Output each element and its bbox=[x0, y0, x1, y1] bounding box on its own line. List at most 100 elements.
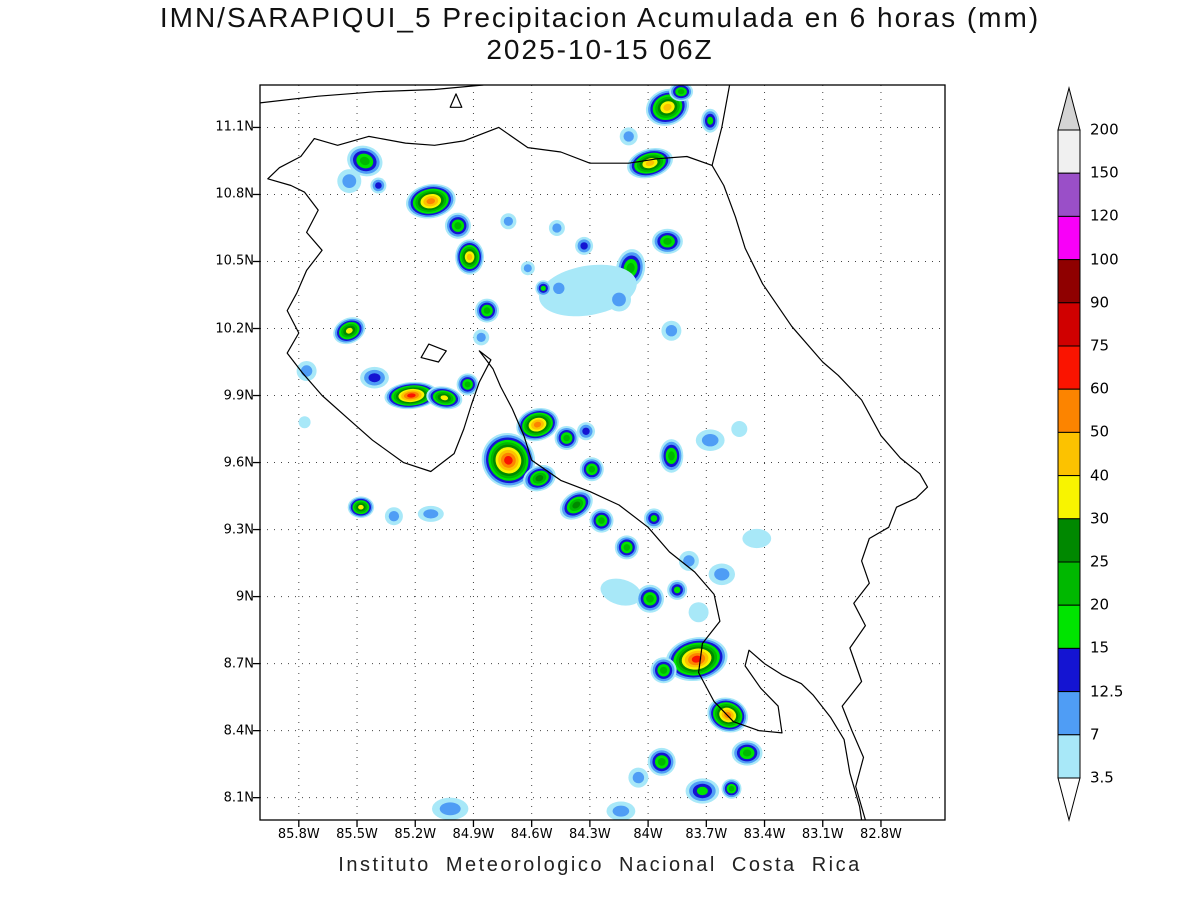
lon-tick-label: 85.2W bbox=[394, 827, 437, 842]
colorbar-segment bbox=[1057, 561, 1081, 606]
lat-tick-label: 10.2N bbox=[215, 321, 254, 336]
colorbar-segment bbox=[1057, 475, 1081, 520]
pacific-coast bbox=[267, 138, 863, 820]
precip-cell bbox=[333, 317, 366, 345]
precip-cell bbox=[473, 329, 490, 346]
lat-tick-label: 9.3N bbox=[223, 522, 254, 538]
colorbar-segment bbox=[1057, 691, 1081, 736]
precip-cell bbox=[298, 416, 311, 429]
lon-tick-label: 82.8W bbox=[860, 827, 902, 842]
colorbar-tick-label: 3.5 bbox=[1090, 768, 1114, 787]
chart-title: IMN/SARAPIQUI_5 Precipitacion Acumulada … bbox=[159, 2, 1041, 33]
precip-cell bbox=[426, 386, 463, 410]
colorbar bbox=[1057, 86, 1081, 822]
colorbar-above-arrow bbox=[1057, 86, 1081, 131]
precip-cell bbox=[643, 508, 664, 529]
precip-cell bbox=[665, 637, 728, 682]
colorbar-tick-label: 200 bbox=[1090, 120, 1119, 139]
colorbar-segment bbox=[1057, 604, 1081, 649]
precip-cell bbox=[456, 373, 479, 396]
precip-cell bbox=[444, 212, 471, 239]
colorbar-tick-label: 75 bbox=[1090, 336, 1110, 355]
precip-cell bbox=[384, 507, 403, 526]
lat-tick-label: 9N bbox=[236, 589, 254, 605]
colorbar-tick-label: 100 bbox=[1090, 250, 1119, 269]
lake-nicaragua-shore bbox=[260, 85, 484, 104]
precip-cell bbox=[619, 127, 638, 146]
colorbar-tick-label: 50 bbox=[1090, 422, 1110, 441]
precip-cell bbox=[647, 747, 676, 776]
colorbar-tick-label: 25 bbox=[1090, 552, 1110, 571]
map-frame bbox=[259, 84, 946, 821]
nicaragua-caribbean-coast bbox=[711, 85, 731, 166]
precip-cell bbox=[606, 801, 636, 820]
colorbar-segment bbox=[1057, 259, 1081, 304]
colorbar-segment bbox=[1057, 172, 1081, 217]
lon-tick-label: 85.5W bbox=[336, 827, 378, 842]
lon-tick-label: 83.7W bbox=[685, 827, 728, 842]
colorbar-tick-label: 120 bbox=[1090, 206, 1119, 225]
chart-datetime: 2025-10-15 06Z bbox=[486, 34, 714, 65]
precip-cell bbox=[669, 85, 694, 102]
colorbar-segment bbox=[1057, 734, 1081, 779]
precip-cells bbox=[296, 85, 772, 820]
precip-cell bbox=[589, 508, 614, 533]
precip-cell bbox=[742, 528, 772, 549]
colorbar-tick-label: 12.5 bbox=[1090, 682, 1124, 701]
precip-cell bbox=[360, 366, 389, 389]
precip-cell bbox=[347, 496, 375, 518]
colorbar-tick-label: 7 bbox=[1090, 725, 1100, 744]
precip-cell bbox=[627, 148, 673, 179]
lat-tick-label: 11.1N bbox=[215, 119, 254, 135]
precip-cell bbox=[607, 287, 631, 312]
lon-tick-label: 84.9W bbox=[452, 827, 495, 842]
precip-cell bbox=[661, 320, 682, 341]
precip-cell bbox=[406, 183, 456, 219]
lat-tick-label: 10.8N bbox=[215, 186, 254, 202]
precip-cell bbox=[731, 740, 763, 766]
lon-tick-label: 84.6W bbox=[510, 827, 553, 842]
precip-cell bbox=[520, 261, 535, 276]
colorbar-tick-label: 20 bbox=[1090, 595, 1110, 614]
precip-cell bbox=[600, 578, 642, 606]
precip-cell bbox=[575, 236, 594, 255]
precip-cell bbox=[652, 228, 683, 254]
precip-cell bbox=[475, 298, 499, 323]
lon-tick-label: 84.3W bbox=[568, 827, 611, 842]
lat-tick-label: 8.7N bbox=[223, 656, 254, 672]
precip-cell bbox=[579, 457, 604, 482]
lat-tick-label: 8.4N bbox=[223, 723, 254, 739]
precip-cell bbox=[650, 657, 677, 684]
precip-cell bbox=[516, 407, 559, 442]
lon-tick-label: 83.1W bbox=[801, 827, 844, 842]
precip-cell bbox=[384, 381, 439, 410]
lon-tick-label: 85.8W bbox=[277, 827, 320, 842]
colorbar-tick-label: 60 bbox=[1090, 379, 1110, 398]
precip-cell bbox=[432, 797, 469, 820]
precip-cell bbox=[688, 602, 709, 623]
map-graticule bbox=[260, 85, 945, 820]
colorbar-tick-label: 15 bbox=[1090, 638, 1110, 657]
precip-cell bbox=[370, 177, 387, 194]
lon-tick-label: 84W bbox=[633, 827, 663, 842]
precip-cell bbox=[577, 422, 595, 441]
footer-attribution: Instituto Meteorologico Nacional Costa R… bbox=[338, 854, 862, 876]
caribbean-coast-panama-border bbox=[711, 164, 929, 820]
colorbar-tick-label: 40 bbox=[1090, 466, 1110, 485]
precip-cell bbox=[701, 108, 720, 133]
precip-cell bbox=[548, 220, 565, 236]
precip-cell bbox=[296, 361, 317, 381]
axis-ticks bbox=[253, 126, 882, 827]
chira-island bbox=[420, 343, 447, 363]
precip-cell bbox=[685, 778, 720, 804]
colorbar-tick-label: 90 bbox=[1090, 293, 1110, 312]
precip-cell bbox=[548, 278, 569, 299]
lat-tick-label: 9.9N bbox=[223, 388, 254, 404]
precip-cell bbox=[554, 426, 579, 450]
lon-tick-label: 83.4W bbox=[743, 827, 786, 842]
colorbar-segment bbox=[1057, 215, 1081, 261]
nicaragua-border bbox=[313, 126, 713, 166]
precip-cell bbox=[678, 550, 699, 571]
precip-cell bbox=[337, 169, 362, 194]
colorbar-segment bbox=[1057, 129, 1081, 174]
